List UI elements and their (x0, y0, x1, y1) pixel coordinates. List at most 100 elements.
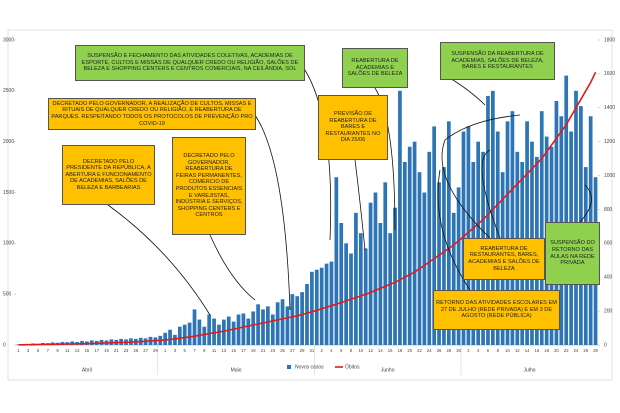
bar (310, 271, 314, 345)
bar (358, 233, 363, 345)
bar (261, 309, 265, 345)
bar (427, 151, 432, 345)
x-tick-label: 19 (104, 348, 109, 353)
bar (202, 326, 207, 345)
x-tick-label: 26 (437, 348, 442, 353)
bar (314, 269, 319, 345)
bar (373, 192, 378, 345)
y2-tick-label: 800 (604, 207, 613, 213)
bar (393, 207, 397, 345)
bar (505, 121, 510, 345)
x-tick-label: 10 (358, 348, 363, 353)
x-tick-label: 27 (290, 348, 295, 353)
annotation: Reabertura de academias e salões de bele… (342, 48, 408, 88)
bar (383, 182, 388, 345)
bar (539, 111, 544, 346)
bar (574, 90, 578, 345)
bar (354, 212, 358, 345)
x-tick-label: 5 (37, 348, 40, 353)
bar (207, 314, 212, 345)
x-tick-label: 17 (241, 348, 246, 353)
x-tick-label: 6 (340, 348, 343, 353)
annotation: Decretado pelo governador, a realização … (48, 98, 256, 130)
bar (212, 318, 216, 345)
x-tick-label: 3 (174, 348, 177, 353)
x-tick-label: 26 (583, 348, 588, 353)
x-tick-label: 8 (497, 348, 500, 353)
y-tick-label: 1500 (3, 190, 14, 196)
y-tick-label: 1000 (3, 241, 14, 247)
bar (412, 141, 417, 345)
y2-tick-label: 1800 (604, 37, 615, 43)
x-tick-label: 11 (212, 348, 217, 353)
annotation: Decretado pelo governador, reabertura de… (172, 137, 246, 235)
x-tick-label: 4 (477, 348, 480, 353)
x-tick-label: 13 (75, 348, 80, 353)
x-tick-label: 9 (56, 348, 59, 353)
y-tick-label: 3000 (3, 37, 14, 43)
x-tick-label: 16 (535, 348, 540, 353)
x-tick-label: 11 (65, 348, 70, 353)
bar (319, 267, 324, 345)
x-tick-label: 12 (368, 348, 373, 353)
x-tick-label: 12 (515, 348, 520, 353)
x-tick-label: 24 (427, 348, 432, 353)
x-tick-label: 2 (321, 348, 324, 353)
x-tick-label: 20 (554, 348, 559, 353)
x-tick-label: 18 (398, 348, 403, 353)
x-tick-label: 18 (544, 348, 549, 353)
bar (344, 243, 348, 345)
x-tick-label: 24 (574, 348, 579, 353)
x-tick-label: 4 (330, 348, 333, 353)
x-tick-label: 8 (350, 348, 353, 353)
annotation: Decretado pelo Presidente da República, … (62, 145, 155, 205)
bar (168, 329, 172, 345)
x-tick-label: 2 (467, 348, 470, 353)
bar (275, 302, 280, 345)
y2-tick-label: 200 (604, 308, 613, 314)
x-tick-label: 10 (505, 348, 510, 353)
bar (339, 223, 344, 345)
bar (442, 167, 446, 345)
x-tick-label: 22 (564, 348, 569, 353)
legend-swatch (287, 365, 291, 369)
x-tick-label: 3 (27, 348, 30, 353)
y2-tick-label: 0 (604, 342, 607, 348)
bar (221, 319, 226, 345)
bar (270, 314, 275, 345)
bar (417, 172, 422, 345)
bar (402, 162, 407, 345)
bar (510, 111, 515, 346)
annotation: Suspensão e fechamento das atividades co… (75, 45, 305, 81)
x-tick-label: 15 (231, 348, 236, 353)
bar (236, 314, 241, 345)
bar (246, 318, 251, 345)
bar (368, 202, 373, 345)
annotation: Reabertura de restaurantes, bares, acade… (463, 238, 545, 280)
y2-tick-label: 600 (604, 241, 613, 247)
x-tick-label: 5 (184, 348, 187, 353)
bar (334, 177, 339, 345)
x-tick-label: 16 (388, 348, 393, 353)
bar (280, 299, 285, 345)
legend-label: Óbitos (345, 363, 360, 370)
month-label: Junho (381, 367, 395, 373)
bar (456, 187, 461, 345)
x-tick-label: 7 (47, 348, 50, 353)
bar (407, 146, 412, 345)
x-tick-label: 29 (300, 348, 305, 353)
month-label: Maio (231, 367, 242, 373)
bar (432, 126, 437, 346)
annotation: Retorno das atividades escolares em 27 d… (433, 290, 560, 330)
bar (300, 292, 304, 345)
bar (231, 321, 236, 345)
bar (305, 284, 309, 345)
bar (177, 326, 182, 345)
x-tick-label: 13 (222, 348, 227, 353)
x-tick-label: 14 (525, 348, 530, 353)
x-tick-label: 7 (193, 348, 196, 353)
y-tick-label: 500 (3, 291, 12, 297)
x-tick-label: 9 (203, 348, 206, 353)
bar (398, 90, 402, 345)
